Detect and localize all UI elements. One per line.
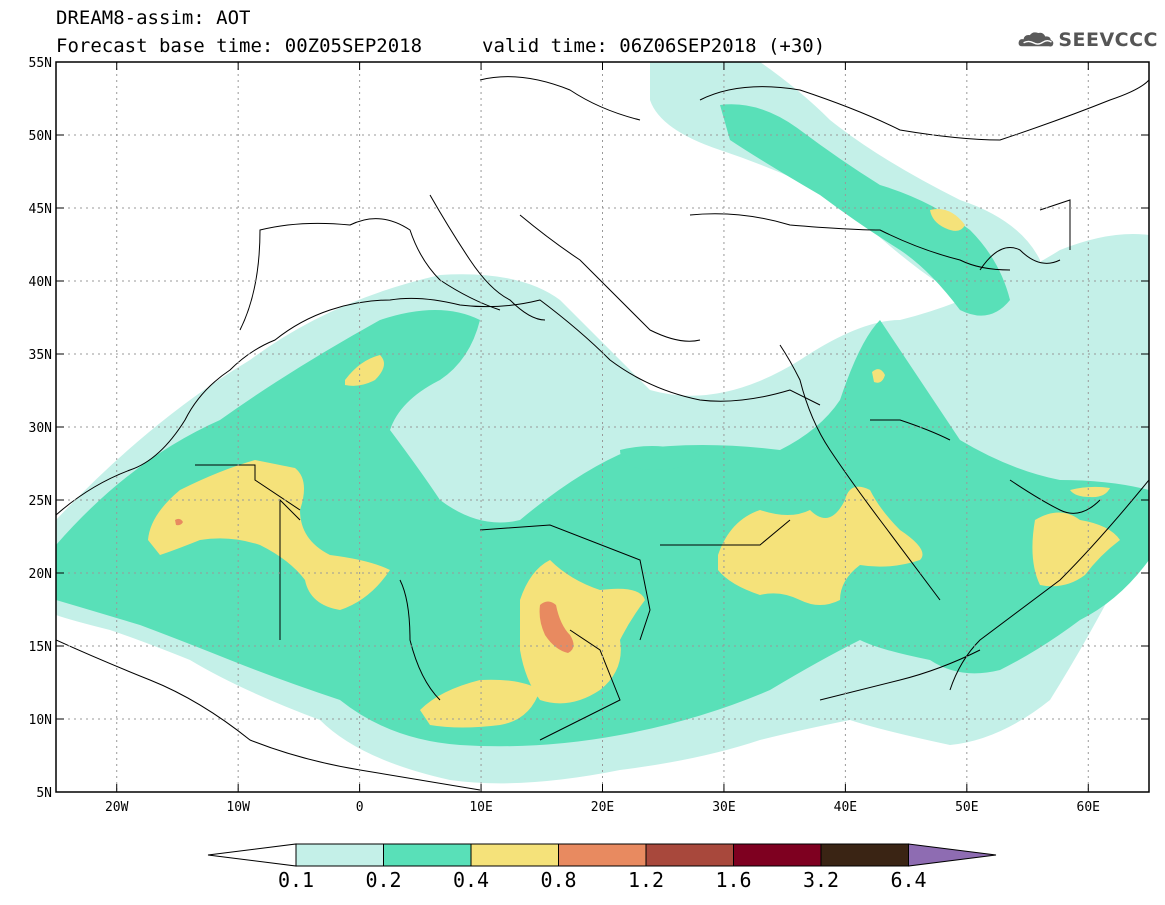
lon-label: 60E [1077,800,1100,815]
colorbar-tick-label: 0.1 [278,868,314,892]
colorbar-segment [558,843,647,867]
lon-label: 20E [591,800,614,815]
base-time: Forecast base time: 00Z05SEP2018 [56,35,423,57]
map-grid [56,62,1149,792]
colorbar-tick-label: 0.8 [540,868,576,892]
colorbar: 0.1 0.2 0.4 0.8 1.2 1.6 3.2 6.4 [207,843,997,892]
colorbar-tick-label: 0.2 [365,868,401,892]
lat-label: 25N [29,494,52,509]
colorbar-segment [645,843,734,867]
lat-label: 10N [29,713,52,728]
aot-band-0.4 [148,209,1120,728]
lat-label: 5N [36,786,52,801]
seevccc-logo: SEEVCCC [1018,26,1158,54]
lon-label: 30E [712,800,735,815]
lat-label: 35N [29,348,52,363]
colorbar-segment [733,843,822,867]
chart-title: DREAM8-assim: AOT [56,7,251,29]
coastlines [56,76,1149,791]
aot-band-0.2 [56,104,1149,747]
colorbar-segment [295,843,384,867]
lon-label: 10W [226,800,250,815]
lat-label: 15N [29,640,52,655]
lon-label: 50E [955,800,978,815]
colorbar-tick-label: 1.2 [628,868,664,892]
lon-label: 20W [105,800,129,815]
lon-label: 40E [834,800,857,815]
colorbar-arrow-left [207,843,297,867]
lat-label: 40N [29,275,52,290]
colorbar-arrow-right [908,843,997,867]
aot-field [56,62,1149,784]
colorbar-tick-label: 6.4 [890,868,926,892]
lon-label: 10E [469,800,492,815]
logo-text: SEEVCCC [1058,29,1158,51]
colorbar-tick-label: 1.6 [715,868,751,892]
lat-label: 50N [29,129,52,144]
map-axes: 20W 10W 0 10E 20E 30E 40E 50E 60E 55N 50N 45N 40N 35N… [29,56,1149,815]
colorbar-tick-label: 0.4 [453,868,489,892]
lon-label: 0 [356,800,364,815]
aot-band-0.8 [175,518,574,653]
cloud-icon [1018,32,1054,47]
colorbar-segment [470,843,559,867]
lat-label: 55N [29,56,52,71]
colorbar-segment [383,843,472,867]
colorbar-tick-label: 3.2 [803,868,839,892]
colorbar-segment [820,843,909,867]
lat-label: 30N [29,421,52,436]
valid-time: valid time: 06Z06SEP2018 (+30) [482,35,826,57]
lat-label: 45N [29,202,52,217]
lat-label: 20N [29,567,52,582]
